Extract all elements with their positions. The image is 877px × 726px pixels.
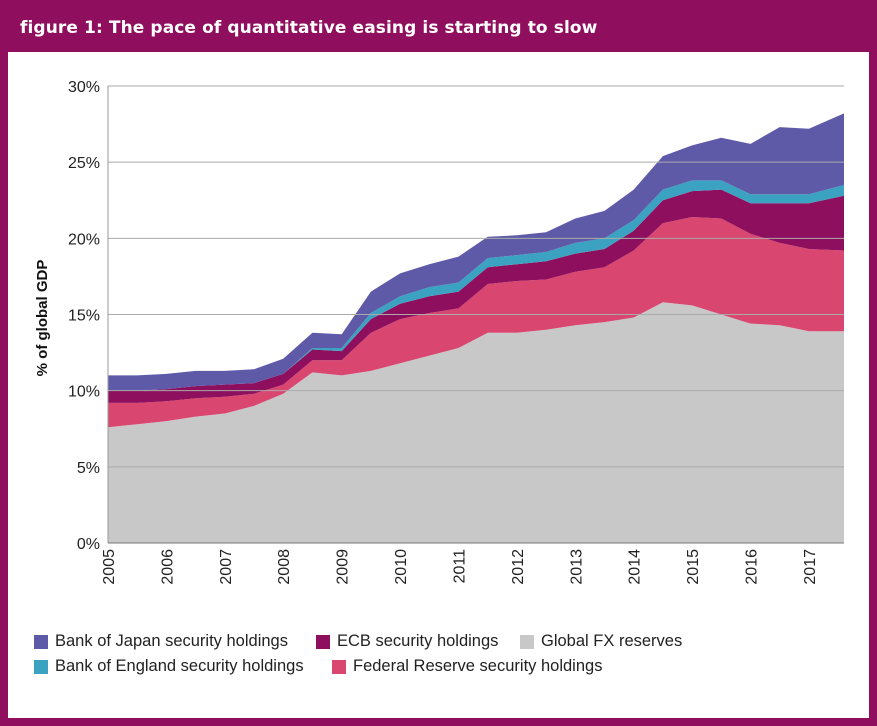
x-tick-label: 2008 [276, 549, 293, 585]
title-bar: figure 1: The pace of quantitative easin… [8, 8, 869, 52]
grid-lines [108, 85, 844, 468]
area-global-fx-reserves [108, 302, 844, 543]
y-axis-label: % of global GDP [34, 260, 51, 377]
area-bank-of-japan-security-holdings [108, 113, 844, 391]
x-tick-label: 2015 [685, 549, 702, 585]
x-tick-label: 2017 [802, 549, 819, 585]
legend-label-fed: Federal Reserve security holdings [353, 657, 603, 675]
legend-label-boe: Bank of England security holdings [55, 657, 304, 675]
y-tick-label: 30% [68, 79, 100, 96]
x-tick-label: 2011 [451, 549, 468, 584]
legend-swatch-fed [332, 659, 346, 674]
legend-swatch-ecb [316, 634, 330, 649]
y-tick-label: 15% [68, 308, 100, 325]
x-tick-label: 2005 [101, 549, 118, 585]
x-tick-label: 2007 [218, 549, 235, 585]
y-tick-label: 10% [68, 384, 100, 401]
legend-label-boj: Bank of Japan security holdings [55, 632, 288, 650]
legend-item-boj: Bank of Japan security holdings [34, 632, 288, 651]
legend-label-ecb: ECB security holdings [337, 632, 499, 650]
series-areas [108, 113, 844, 543]
y-tick-label: 20% [68, 231, 100, 248]
x-tick-label: 2010 [393, 549, 410, 585]
area-bank-of-england-security-holdings [108, 180, 844, 391]
axes: 0% 5% 10% 15% 20% 25% 30% 2005 2006 2007 2008 2009 2… [68, 79, 844, 585]
legend-item-fed: Federal Reserve security holdings [332, 657, 602, 676]
area-ecb-security-holdings [108, 189, 844, 403]
legend-swatch-boj [34, 634, 48, 649]
y-tick-label: 0% [77, 536, 100, 553]
legend-label-fx: Global FX reserves [541, 632, 683, 650]
legend-item-fx: Global FX reserves [520, 632, 682, 651]
y-tick-label: 5% [77, 460, 100, 477]
legend-swatch-fx [520, 634, 534, 649]
x-tick-label: 2014 [627, 549, 644, 585]
legend-item-ecb: ECB security holdings [316, 632, 498, 651]
x-tick-label: 2016 [744, 549, 761, 585]
chart-title: figure 1: The pace of quantitative easin… [20, 18, 598, 38]
x-tick-label: 2012 [510, 549, 527, 585]
legend-item-boe: Bank of England security holdings [34, 657, 304, 676]
legend-swatch-boe [34, 659, 48, 674]
x-tick-label: 2006 [159, 549, 176, 585]
x-tick-label: 2013 [568, 549, 585, 585]
x-tick-label: 2009 [335, 549, 352, 585]
y-tick-label: 25% [68, 155, 100, 172]
area-federal-reserve-security-holdings [108, 217, 844, 428]
